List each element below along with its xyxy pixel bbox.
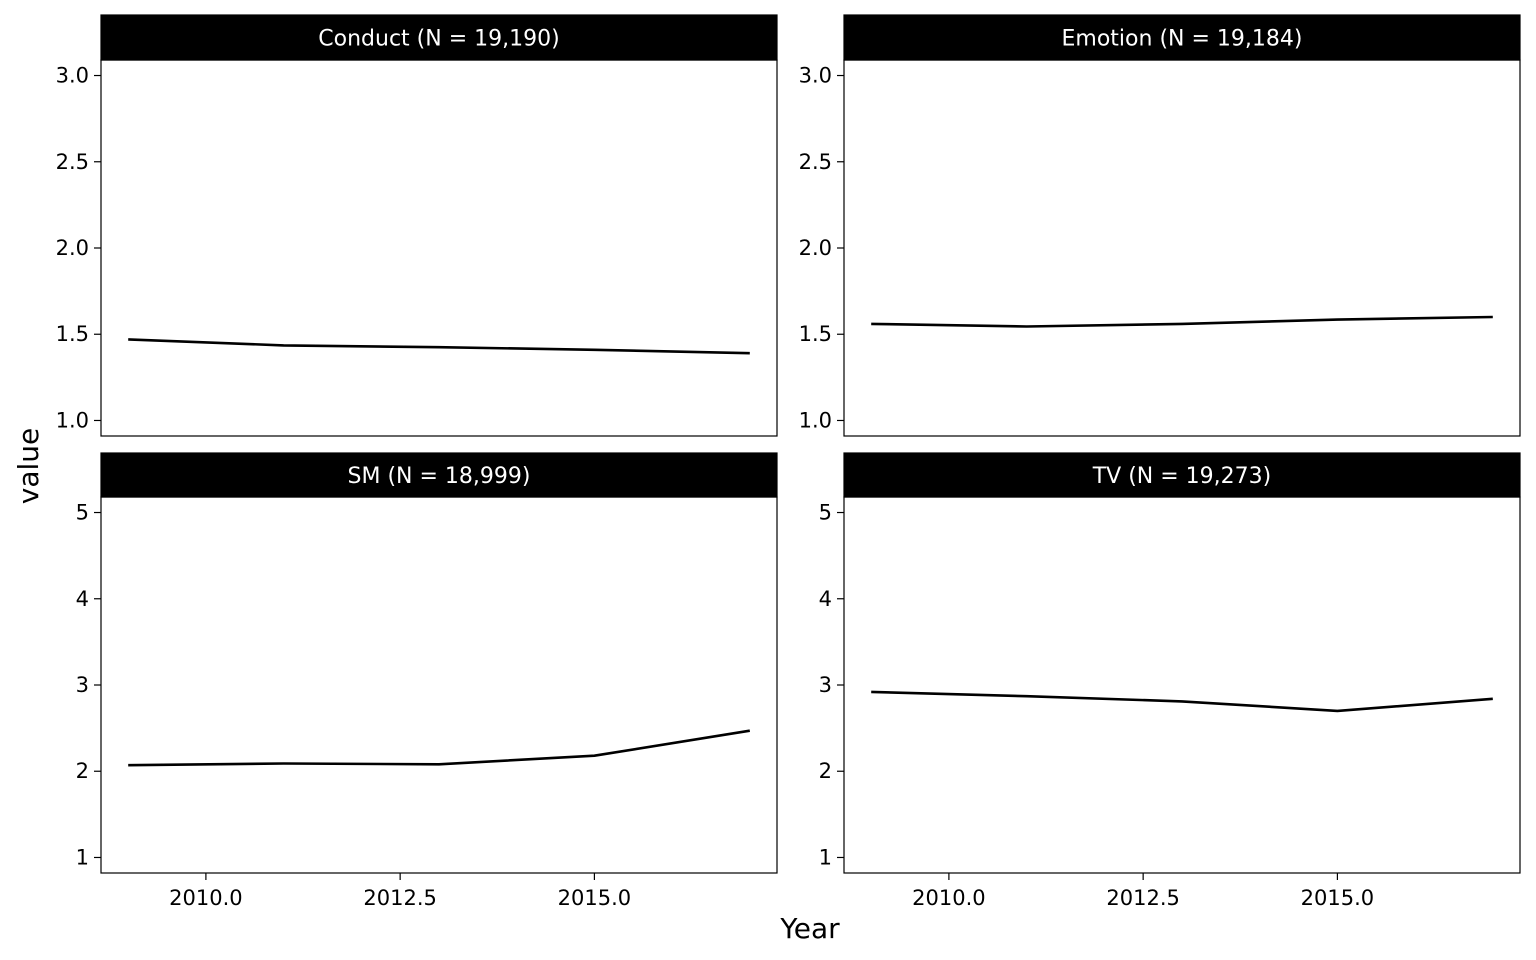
series-line: [871, 315, 1493, 328]
strip-background: [100, 452, 778, 498]
y-tick-label: 2: [819, 759, 832, 783]
y-tick-label: 1: [76, 845, 89, 869]
panel-0: Conduct (N = 19,190) 1.0 1.5 2.0 2.5 3.0: [56, 14, 778, 437]
x-tick-label: 2012.5: [1106, 886, 1179, 910]
x-tick-label: 2010.0: [912, 886, 985, 910]
y-tick-label: 3.0: [56, 64, 89, 88]
panel-title: TV (N = 19,273): [1092, 464, 1272, 489]
y-tick-label: 3: [819, 673, 832, 697]
y-tick-label: 2.0: [799, 236, 832, 260]
y-tick-label: 4: [76, 587, 89, 611]
x-axis-title: Year: [779, 912, 840, 945]
panel-title: SM (N = 18,999): [348, 464, 531, 489]
y-tick-label: 1.5: [56, 322, 89, 346]
panel-title: Conduct (N = 19,190): [318, 27, 559, 52]
y-axis-title: value: [12, 428, 45, 504]
panel-title: Emotion (N = 19,184): [1062, 27, 1303, 52]
y-tick-label: 4: [819, 587, 832, 611]
strip-background: [843, 14, 1521, 61]
series-line: [128, 338, 750, 355]
x-tick-label: 2015.0: [558, 886, 631, 910]
y-tick-label: 3.0: [799, 64, 832, 88]
series-line: [871, 690, 1493, 713]
panel-border: [843, 59, 1521, 437]
y-tick-label: 1.5: [799, 322, 832, 346]
panel-border: [100, 59, 778, 437]
x-tick-label: 2010.0: [169, 886, 242, 910]
y-tick-label: 5: [819, 501, 832, 525]
y-tick-label: 1: [819, 845, 832, 869]
series-line: [128, 729, 751, 767]
panel-2: SM (N = 18,999) 1 2 3 4 5 2010.0 2012.5 2015.0: [76, 452, 778, 910]
y-tick-label: 5: [76, 501, 89, 525]
panel-border: [100, 496, 778, 874]
y-tick-label: 2.5: [56, 150, 89, 174]
y-tick-label: 2: [76, 759, 89, 783]
y-tick-label: 2.0: [56, 236, 89, 260]
panel-3: TV (N = 19,273) 1 2 3 4 5 2010.0 2012.5 2015.0: [819, 452, 1521, 910]
panel-border: [843, 496, 1521, 874]
y-tick-label: 1.0: [799, 408, 832, 432]
panel-1: Emotion (N = 19,184) 1.0 1.5 2.0 2.5 3.0: [799, 14, 1521, 437]
x-tick-label: 2015.0: [1301, 886, 1374, 910]
strip-background: [100, 14, 778, 61]
y-tick-label: 2.5: [799, 150, 832, 174]
x-tick-label: 2012.5: [363, 886, 436, 910]
y-tick-label: 3: [76, 673, 89, 697]
y-tick-label: 1.0: [56, 408, 89, 432]
strip-background: [843, 452, 1521, 498]
